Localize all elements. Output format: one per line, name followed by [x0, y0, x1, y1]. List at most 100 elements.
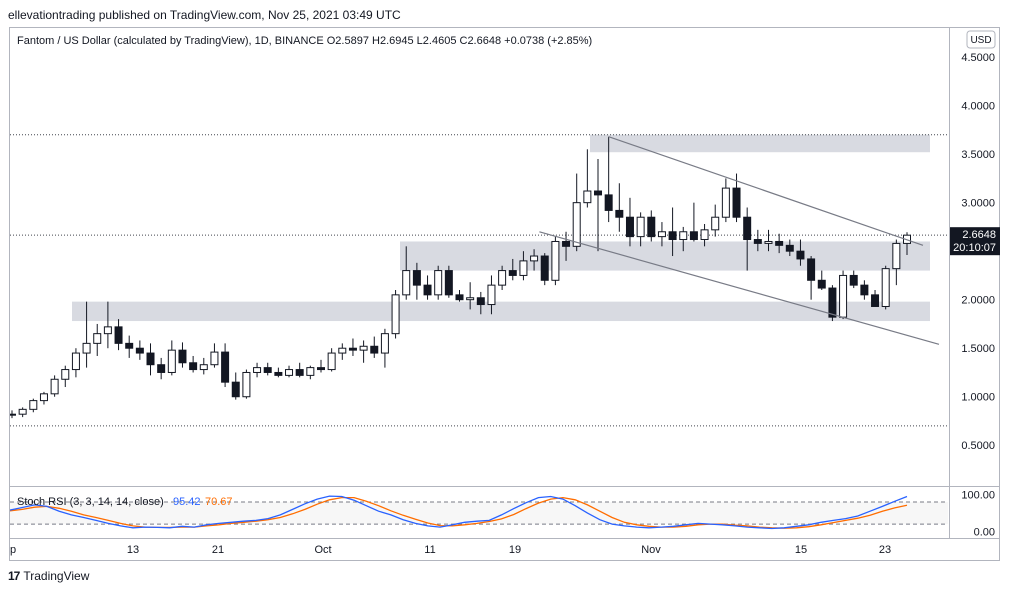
candle-down — [295, 369, 304, 376]
candle — [295, 362, 304, 378]
candle-down — [274, 371, 283, 376]
candle — [711, 204, 720, 237]
candle — [583, 149, 592, 208]
time-axis-label: Nov — [641, 544, 661, 556]
candle — [871, 289, 880, 307]
candle — [316, 359, 325, 373]
zone-0 — [590, 134, 930, 153]
price-axis-label: 4.5000 — [961, 52, 995, 64]
candle — [775, 233, 784, 254]
candle-down — [316, 367, 325, 371]
candle — [647, 210, 656, 242]
time-axis-label: 13 — [127, 544, 139, 556]
candle-down — [348, 347, 357, 351]
candle — [263, 362, 272, 376]
price-badge-countdown: 20:10:07 — [953, 242, 996, 254]
candle-up — [380, 333, 389, 354]
rsi-band — [10, 502, 948, 525]
candle — [50, 375, 59, 397]
candle-down — [423, 284, 432, 296]
publisher-line: ellevationtrading published on TradingVi… — [8, 8, 401, 22]
currency-button[interactable]: USD — [966, 30, 996, 49]
candle — [402, 246, 411, 300]
time-axis-label: p — [10, 544, 16, 556]
candle-up — [338, 347, 347, 354]
rsi-legend-label: Stoch RSI (3, 3, 14, 14, close) — [17, 496, 164, 508]
candle-down — [817, 279, 826, 289]
legend-open: O2.5897 — [327, 35, 372, 47]
currency-button-label: USD — [970, 35, 991, 46]
candle-up — [82, 342, 91, 354]
zone-2 — [72, 301, 930, 322]
legend-high: H2.6945 — [372, 35, 417, 47]
candle — [359, 340, 368, 363]
candle — [178, 342, 187, 368]
candle — [380, 328, 389, 368]
candle-up — [892, 242, 901, 270]
price-axis-label: 1.5000 — [961, 343, 995, 355]
candle-down — [540, 255, 549, 281]
candle — [796, 239, 805, 266]
candle — [61, 365, 70, 388]
candle-down — [476, 297, 485, 306]
candle — [199, 357, 208, 375]
candle-down — [753, 239, 762, 244]
candle-down — [615, 209, 624, 218]
candle-up — [199, 364, 208, 371]
candle — [210, 343, 219, 368]
price-axis-label: 2.0000 — [961, 295, 995, 307]
candle-up — [839, 274, 848, 318]
rsi-legend-k: 95.42 — [173, 496, 201, 508]
candle — [231, 372, 240, 400]
candle — [530, 249, 539, 271]
price-axis-label: 3.5000 — [961, 149, 995, 161]
candle — [348, 338, 357, 356]
candle — [455, 289, 464, 302]
candle — [18, 407, 27, 418]
candle — [881, 265, 890, 310]
candle — [668, 207, 677, 257]
brand[interactable]: 17 TradingView — [8, 569, 89, 583]
candle — [679, 226, 688, 252]
candle-up — [679, 231, 688, 241]
candle-up — [242, 371, 251, 398]
candle — [370, 336, 379, 358]
candle — [167, 340, 176, 376]
candle-up — [61, 369, 70, 380]
candle-down — [189, 362, 198, 371]
candle — [93, 323, 102, 356]
candle-down — [157, 364, 166, 373]
candle-up — [39, 393, 48, 402]
candle-up — [519, 260, 528, 276]
candle — [146, 343, 155, 376]
candle — [103, 301, 112, 349]
candle-up — [18, 408, 27, 415]
candle — [82, 301, 91, 368]
candle-down — [860, 284, 869, 296]
candle-up — [636, 216, 645, 238]
candle-up — [498, 270, 507, 286]
rsi-pane — [10, 495, 948, 530]
candle — [466, 282, 475, 310]
tradingview-logo-icon: 17 — [8, 569, 20, 583]
candle-up — [572, 202, 581, 247]
candle-down — [370, 345, 379, 354]
candle-up — [583, 190, 592, 204]
candle — [71, 348, 80, 378]
candle-down — [796, 250, 805, 260]
candle-up — [700, 229, 709, 241]
candle — [828, 285, 837, 322]
candle — [221, 343, 230, 388]
candle-down — [444, 270, 453, 296]
candle-up — [657, 231, 666, 238]
candle-down — [146, 352, 155, 366]
channel-upper-line — [608, 136, 924, 246]
legend-line: Fantom / US Dollar (calculated by Tradin… — [17, 35, 592, 47]
candle-up — [551, 240, 560, 281]
candle — [753, 229, 762, 252]
candle — [689, 202, 698, 242]
currency-button-box — [966, 30, 996, 49]
candle-down — [221, 351, 230, 383]
candle — [338, 343, 347, 360]
